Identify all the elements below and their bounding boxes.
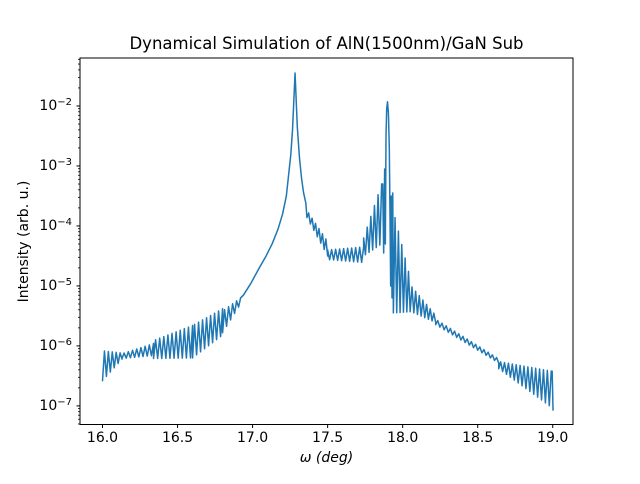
x-tick-label: 18.5 <box>462 430 493 446</box>
plot-frame <box>79 57 574 425</box>
y-tick-label: 10−4 <box>39 217 72 234</box>
x-axis-label: ω (deg) <box>300 450 353 466</box>
simulation-curve <box>101 72 554 411</box>
y-major-ticks: 10−2 10−3 10−4 10−5 10−6 10−7 <box>39 97 80 414</box>
y-minor-ticks <box>78 58 80 425</box>
x-tick-label: 16.0 <box>87 430 118 446</box>
chart-title: Dynamical Simulation of AlN(1500nm)/GaN … <box>129 34 523 53</box>
x-tick-label: 19.0 <box>537 430 568 446</box>
x-tick-label: 16.5 <box>162 430 193 446</box>
x-tick-label: 18.0 <box>387 430 418 446</box>
y-axis-label: Intensity (arb. u.) <box>16 181 32 303</box>
y-tick-label: 10−2 <box>39 97 72 114</box>
data-series-group <box>101 72 554 411</box>
y-tick-label: 10−7 <box>39 397 72 414</box>
y-tick-label: 10−3 <box>39 157 72 174</box>
x-tick-label: 17.0 <box>237 430 268 446</box>
y-tick-label: 10−5 <box>39 277 72 294</box>
x-major-ticks: 16.0 16.5 17.0 17.5 18.0 18.5 19.0 <box>87 424 568 446</box>
y-tick-label: 10−6 <box>39 337 72 354</box>
x-tick-label: 17.5 <box>312 430 343 446</box>
